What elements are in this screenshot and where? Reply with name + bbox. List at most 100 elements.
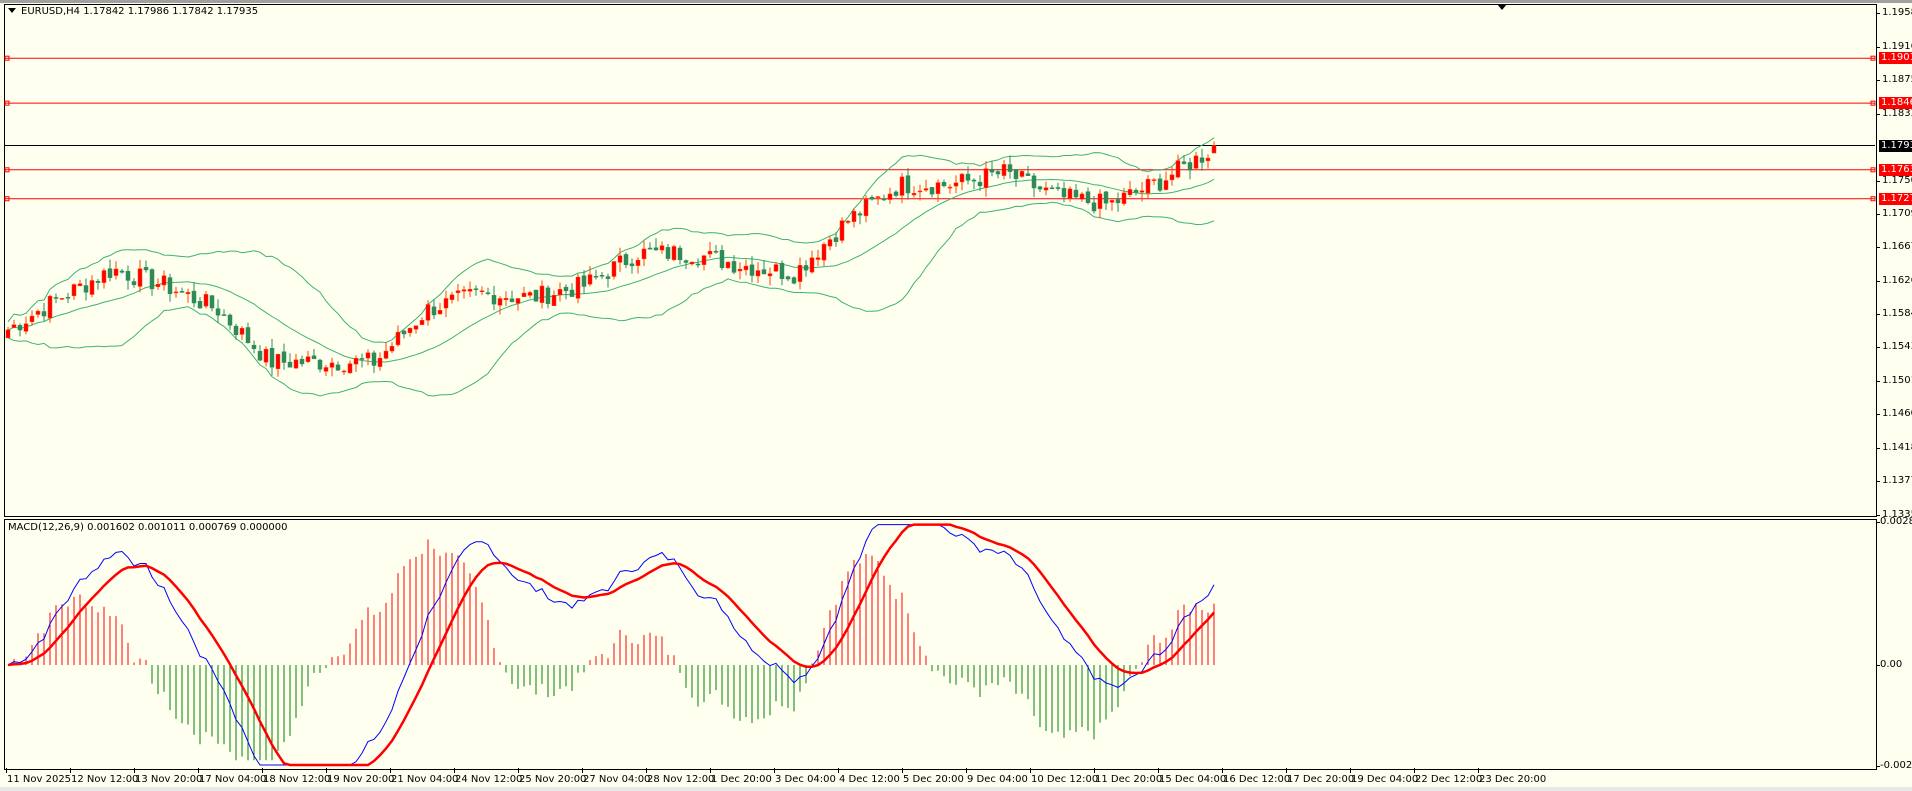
candle-body: [47, 295, 53, 319]
candle-body: [353, 358, 359, 365]
macd-signal-line: [7, 523, 1215, 767]
candle-body: [941, 182, 947, 187]
candle-body: [893, 191, 899, 196]
price-axis-tick: [1876, 247, 1880, 249]
macd-axis-tick: [1876, 522, 1880, 523]
hline-anchor-right-icon[interactable]: [1870, 55, 1876, 61]
time-axis-label: 22 Dec 12:00: [1415, 774, 1483, 785]
bollinger-middle-band: [7, 178, 1215, 363]
candle-body: [971, 179, 977, 182]
candle-body: [179, 291, 185, 293]
bollinger-upper-band: [7, 137, 1215, 344]
candle-body: [233, 325, 239, 335]
candle-body: [443, 298, 449, 309]
candle-body: [197, 300, 203, 309]
candle-body: [191, 290, 197, 304]
hline-anchor-right-icon[interactable]: [1870, 100, 1876, 106]
time-axis-label: 15 Dec 04:00: [1159, 774, 1227, 785]
time-axis-label: 12 Nov 12:00: [71, 774, 139, 785]
candle-body: [611, 261, 617, 277]
time-axis-tick: [326, 768, 327, 773]
time-axis-label: 9 Dec 04:00: [967, 774, 1028, 785]
time-axis-tick: [1414, 768, 1415, 773]
candle-body: [929, 187, 935, 195]
candle-body: [995, 171, 1001, 175]
candle-body: [713, 250, 719, 253]
candle-body: [845, 220, 851, 223]
time-axis-label: 18 Nov 12:00: [263, 774, 331, 785]
candle-body: [1187, 162, 1193, 171]
price-chart-pane[interactable]: [4, 4, 1877, 517]
candle-body: [119, 270, 125, 273]
candle-body: [851, 210, 857, 222]
candle-body: [917, 190, 923, 193]
candle-body: [623, 254, 629, 266]
candle-body: [1211, 145, 1217, 154]
candle-body: [869, 196, 875, 200]
macd-indicator-pane[interactable]: [4, 519, 1877, 770]
chart-shift-marker-icon[interactable]: [1497, 4, 1507, 10]
candle-body: [71, 284, 77, 297]
time-axis-tick: [646, 768, 647, 773]
candle-body: [311, 355, 317, 360]
candle-body: [653, 247, 659, 251]
candle-body: [743, 265, 749, 271]
hline-anchor-left-icon[interactable]: [4, 55, 10, 61]
macd-axis-tick: [1876, 766, 1880, 767]
hline-anchor-right-icon[interactable]: [1870, 167, 1876, 173]
candle-body: [737, 268, 743, 272]
candle-body: [209, 295, 215, 309]
hline-anchor-right-icon[interactable]: [1870, 196, 1876, 202]
candle-body: [635, 259, 641, 266]
candle-body: [641, 248, 647, 260]
time-axis-label: 16 Dec 12:00: [1223, 774, 1291, 785]
candle-body: [1175, 160, 1181, 178]
candle-body: [1169, 174, 1175, 181]
candle-body: [539, 285, 545, 303]
candle-body: [449, 294, 455, 301]
candle-body: [1013, 169, 1019, 180]
time-axis-label: 23 Dec 20:00: [1479, 774, 1547, 785]
candle-body: [221, 314, 227, 316]
candle-body: [689, 261, 695, 265]
hline-anchor-left-icon[interactable]: [4, 196, 10, 202]
time-axis-label: 19 Dec 04:00: [1351, 774, 1419, 785]
candle-body: [899, 176, 905, 196]
candle-body: [323, 367, 329, 372]
candle-body: [791, 277, 797, 284]
time-axis-label: 4 Dec 12:00: [839, 774, 900, 785]
candle-body: [41, 311, 47, 317]
candle-body: [947, 186, 953, 189]
time-axis-tick: [966, 768, 967, 773]
hline-anchor-left-icon[interactable]: [4, 167, 10, 173]
candle-body: [527, 292, 533, 296]
candle-body: [1085, 191, 1091, 203]
price-axis-tick: [1876, 347, 1880, 349]
candle-body: [719, 250, 725, 268]
candle-body: [557, 289, 563, 296]
candle-body: [377, 357, 383, 367]
bid-price-tag: 1.17935: [1879, 139, 1912, 152]
candle-body: [479, 290, 485, 292]
hline-anchor-left-icon[interactable]: [4, 100, 10, 106]
price-axis-tick: [1876, 13, 1880, 14]
dropdown-triangle-icon[interactable]: [8, 8, 16, 13]
candle-body: [113, 268, 119, 276]
time-axis-label: 19 Nov 20:00: [327, 774, 395, 785]
time-axis-tick: [1094, 768, 1095, 773]
time-axis-tick: [902, 768, 903, 773]
candle-body: [923, 188, 929, 191]
candle-body: [815, 257, 821, 260]
candle-body: [437, 310, 443, 315]
price-axis-label: 1.16260: [1882, 274, 1912, 286]
candle-body: [497, 298, 503, 306]
price-axis-tick: [1876, 180, 1880, 182]
candle-body: [551, 295, 557, 306]
time-axis-label: 17 Nov 04:00: [199, 774, 267, 785]
symbol-ohlc-text: EURUSD,H4 1.17842 1.17986 1.17842 1.1793…: [21, 6, 259, 17]
candle-body: [605, 276, 611, 279]
candle-body: [89, 280, 95, 295]
candle-body: [1025, 173, 1031, 176]
time-axis-label: 5 Dec 20:00: [903, 774, 964, 785]
